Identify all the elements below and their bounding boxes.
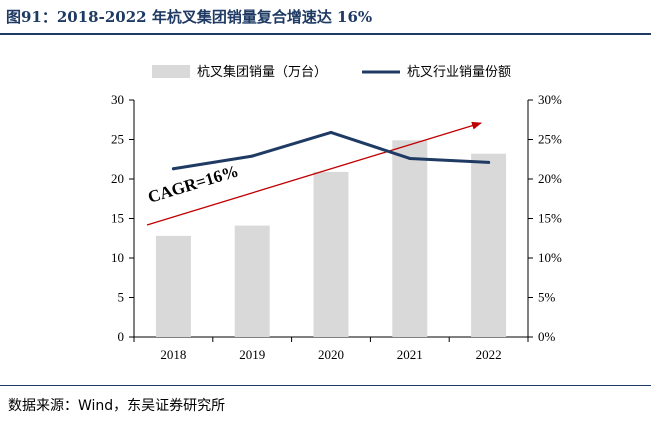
legend-bar-label: 杭叉集团销量（万台） xyxy=(197,64,327,79)
y-left-tick-label: 0 xyxy=(118,329,125,344)
legend-bar-swatch xyxy=(152,65,190,78)
bar-2021 xyxy=(392,140,428,337)
share-point-2019 xyxy=(250,154,254,158)
y-right-tick-label: 20% xyxy=(538,171,562,186)
cagr-label: CAGR=16% xyxy=(146,161,241,207)
y-right-tick-label: 10% xyxy=(538,250,562,265)
share-point-2020 xyxy=(329,130,333,134)
x-tick-label: 2022 xyxy=(476,347,502,362)
y-right-tick-label: 5% xyxy=(538,290,556,305)
y-left-tick-label: 20 xyxy=(111,171,124,186)
chart: 杭叉集团销量（万台） 杭叉行业销量份额 2018 2019 2020 2021 2022… xyxy=(111,64,562,362)
bar-2020 xyxy=(313,171,349,337)
bar-2018 xyxy=(155,235,191,337)
share-point-2021 xyxy=(408,156,412,160)
y-right-tick-label: 15% xyxy=(538,211,562,226)
bar-2022 xyxy=(471,153,507,337)
y-right-tick-label: 25% xyxy=(538,132,562,147)
share-point-2018 xyxy=(171,167,175,171)
title-divider xyxy=(0,33,651,35)
x-tick-label: 2018 xyxy=(160,347,186,362)
y-left-tick-label: 30 xyxy=(111,92,124,107)
x-tick-label: 2020 xyxy=(318,347,344,362)
bar-2019 xyxy=(234,225,270,337)
y-right-tick-label: 0% xyxy=(538,329,556,344)
source-note: 数据来源：Wind，东吴证券研究所 xyxy=(8,398,226,414)
y-right-tick-label: 30% xyxy=(538,92,562,107)
legend-line-label: 杭叉行业销量份额 xyxy=(407,64,511,79)
y-left-tick-label: 25 xyxy=(111,132,124,147)
x-tick-label: 2019 xyxy=(239,347,265,362)
figure-title: 图91：2018-2022 年杭叉集团销量复合增速达 16% xyxy=(6,8,373,26)
y-left-tick-label: 15 xyxy=(111,211,124,226)
share-line xyxy=(171,130,491,171)
share-point-2022 xyxy=(487,160,491,164)
y-left-tick-label: 5 xyxy=(118,290,125,305)
source-divider xyxy=(0,385,651,386)
y-left-tick-label: 10 xyxy=(111,250,124,265)
cagr-arrow xyxy=(146,121,482,226)
x-tick-label: 2021 xyxy=(397,347,423,362)
